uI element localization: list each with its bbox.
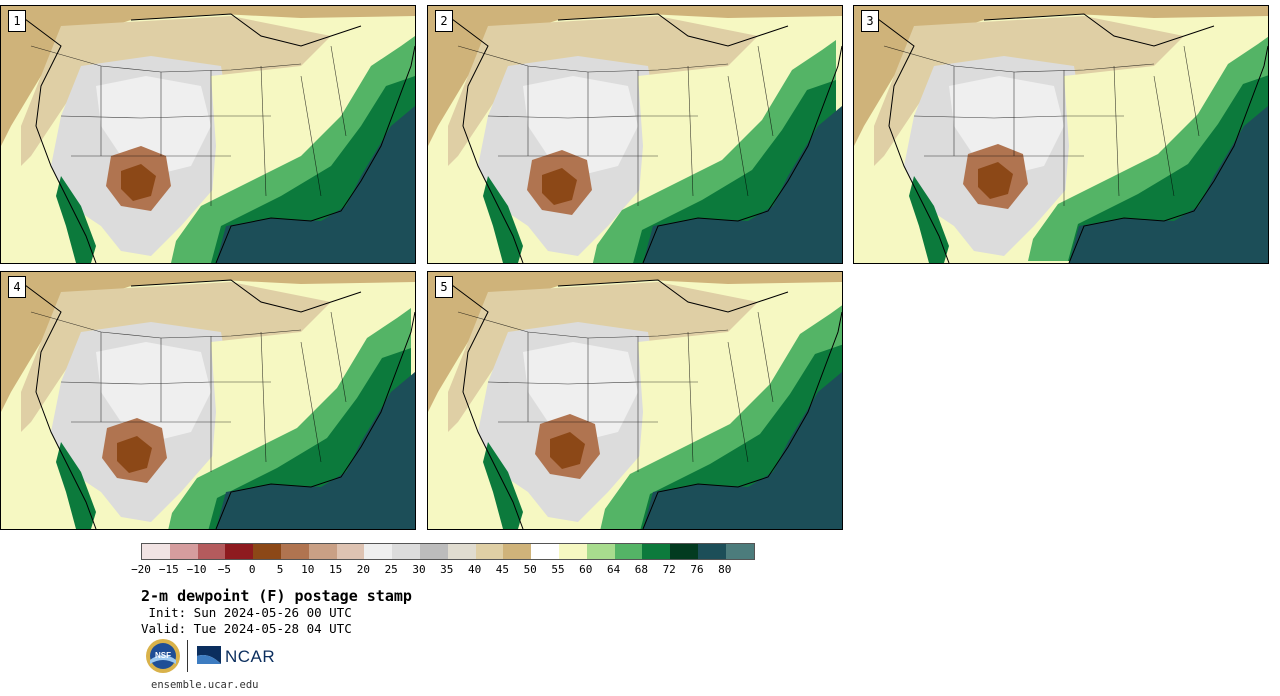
colorbar-tick-label: 40 <box>467 563 482 576</box>
colorbar-tick-label: 76 <box>690 563 704 576</box>
colorbar-tick-label: −15 <box>158 563 179 576</box>
footer-url: ensemble.ucar.edu <box>151 679 259 691</box>
colorbar-swatch <box>614 544 643 559</box>
member-label: 1 <box>8 10 26 32</box>
colorbar-swatch <box>392 544 420 559</box>
colorbar-tick-label: 30 <box>412 563 426 576</box>
valid-time: Valid: Tue 2024-05-28 04 UTC <box>141 621 352 636</box>
colorbar-ticks: −20 −15 −10 −5 0 5 10 15 20 25 30 35 40 45 50 55 60 64 68 7… <box>131 563 755 577</box>
nsf-logo-icon: NSF <box>146 639 180 673</box>
colorbar-swatch <box>475 544 504 559</box>
colorbar-swatch <box>558 544 587 559</box>
colorbar-swatch <box>503 544 532 559</box>
ncar-wordmark: NCAR <box>225 647 276 666</box>
colorbar-tick-label: −10 <box>186 563 207 576</box>
dewpoint-map <box>428 6 842 263</box>
ensemble-member-map-4: 4 <box>0 271 416 530</box>
colorbar-tick-label: 55 <box>551 563 565 576</box>
colorbar-tick-label: −5 <box>217 563 232 576</box>
dewpoint-map <box>854 6 1268 263</box>
ensemble-member-map-3: 3 <box>853 5 1269 264</box>
colorbar-tick-label: 64 <box>606 563 621 576</box>
colorbar-tick-label: 50 <box>523 563 537 576</box>
colorbar-tick-label: 80 <box>718 563 732 576</box>
dewpoint-colorbar <box>141 543 755 560</box>
colorbar-swatch <box>364 544 393 559</box>
dewpoint-map <box>1 6 415 263</box>
colorbar-tick-label: 0 <box>248 563 256 576</box>
colorbar-tick-label: 25 <box>384 563 398 576</box>
colorbar-swatch <box>336 544 365 559</box>
svg-text:NSF: NSF <box>155 651 171 660</box>
member-label: 2 <box>435 10 453 32</box>
colorbar-tick-label: 68 <box>634 563 649 576</box>
colorbar-swatch <box>725 544 754 559</box>
colorbar-tick-label: 35 <box>440 563 454 576</box>
colorbar-swatch <box>586 544 615 559</box>
colorbar-swatch <box>531 544 559 559</box>
logo-divider <box>187 640 188 672</box>
colorbar-swatch <box>447 544 476 559</box>
colorbar-tick-label: 5 <box>276 563 284 576</box>
colorbar-swatch <box>197 544 226 559</box>
colorbar-swatch <box>642 544 671 559</box>
colorbar-tick-label: 20 <box>356 563 371 576</box>
member-label: 5 <box>435 276 453 298</box>
colorbar-tick-label: 45 <box>495 563 510 576</box>
ensemble-member-map-1: 1 <box>0 5 416 264</box>
colorbar-swatch <box>670 544 698 559</box>
ncar-logo-icon <box>197 646 221 664</box>
init-time: Init: Sun 2024-05-26 00 UTC <box>141 605 352 620</box>
colorbar-swatch <box>280 544 309 559</box>
colorbar-swatch <box>419 544 448 559</box>
colorbar-swatch <box>225 544 254 559</box>
colorbar-tick-label: 15 <box>328 563 343 576</box>
colorbar-swatch <box>142 544 170 559</box>
ensemble-member-map-2: 2 <box>427 5 843 264</box>
ensemble-member-map-5: 5 <box>427 271 843 530</box>
logo-row: NSF NCAR <box>145 638 275 674</box>
dewpoint-map <box>428 272 842 529</box>
colorbar-tick-label: −20 <box>131 563 151 576</box>
colorbar-swatch <box>697 544 726 559</box>
colorbar-swatch <box>253 544 281 559</box>
member-label: 3 <box>861 10 879 32</box>
colorbar-tick-label: 10 <box>301 563 315 576</box>
member-label: 4 <box>8 276 26 298</box>
colorbar-swatch <box>169 544 198 559</box>
colorbar-tick-label: 72 <box>662 563 676 576</box>
colorbar-tick-label: 60 <box>579 563 593 576</box>
colorbar-swatch <box>308 544 337 559</box>
page-title: 2-m dewpoint (F) postage stamp <box>141 587 412 605</box>
dewpoint-map <box>1 272 415 529</box>
